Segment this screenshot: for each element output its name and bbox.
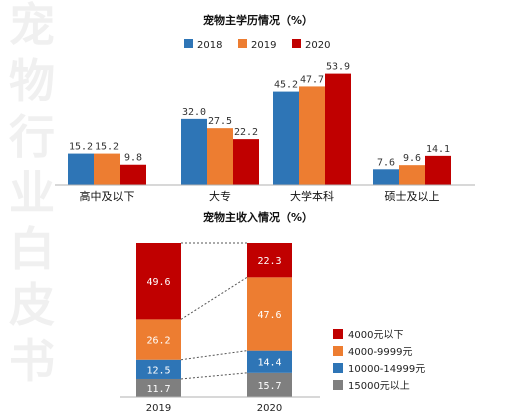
bar-value-label: 9.6 (403, 153, 421, 164)
income-categories: 2019 2020 (146, 403, 282, 414)
education-bars: 15.2 15.2 9.8 32.027.522.2 45.2 47.753.9 7.6 9.… (68, 62, 451, 185)
bar-2020-2 (325, 73, 351, 185)
legend-swatch-2018 (184, 39, 193, 48)
income-legend-swatch (333, 346, 343, 356)
bar-2020-1 (233, 139, 259, 185)
stack-value-label: 47.6 (257, 310, 281, 321)
category-label: 大专 (209, 189, 231, 203)
bar-value-label: 15.2 (69, 142, 93, 153)
income-category-label: 2019 (146, 403, 171, 414)
income-legend-label: 4000元以下 (348, 330, 403, 341)
income-legend: 4000元以下 4000-9999元 10000-14999元 15000元以上 (333, 329, 425, 392)
stack-seg-2019-3 (136, 243, 181, 320)
bar-value-label: 53.9 (326, 62, 350, 73)
income-legend-swatch (333, 329, 343, 339)
stack-seg-2020-1 (247, 350, 292, 373)
bar-2019-0 (94, 153, 120, 185)
bar-2019-3 (399, 165, 425, 185)
connector-line (180, 350, 248, 361)
bar-value-label: 27.5 (208, 116, 232, 127)
category-label: 高中及以下 (80, 189, 135, 203)
stack-value-label: 26.2 (146, 336, 170, 347)
legend-label-2019: 2019 (251, 40, 276, 51)
stack-seg-2019-1 (136, 359, 181, 379)
legend-label-2020: 2020 (305, 40, 330, 51)
legend-swatch-2020 (292, 39, 301, 48)
bar-value-label: 22.2 (234, 127, 258, 138)
stack-value-label: 12.5 (146, 365, 170, 376)
stack-value-label: 22.3 (257, 256, 281, 267)
stack-value-label: 49.6 (146, 277, 170, 288)
stack-seg-2020-2 (247, 277, 292, 351)
bar-2018-1 (181, 118, 207, 185)
connector-line (180, 372, 248, 380)
watermark-char: 书 (9, 334, 55, 388)
bar-value-label: 7.6 (377, 157, 395, 168)
bar-2020-3 (425, 155, 451, 185)
legend-label-2018: 2018 (197, 40, 222, 51)
income-legend-label: 4000-9999元 (348, 347, 413, 358)
income-legend-label: 15000元以上 (348, 380, 410, 392)
connector-line (180, 276, 248, 320)
income-legend-swatch (333, 380, 343, 390)
income-category-label: 2020 (257, 403, 282, 414)
bar-value-label: 15.2 (95, 142, 119, 153)
bar-value-label: 45.2 (274, 80, 298, 91)
bar-2020-0 (120, 164, 146, 185)
category-label: 大学本科 (290, 189, 334, 203)
education-legend: 2018 2019 2020 (184, 39, 330, 51)
bar-2019-1 (207, 128, 233, 185)
watermark-char: 物 (9, 54, 55, 108)
income-chart-title: 宠物主收入情况（%） (203, 210, 313, 224)
watermark-char: 白 (9, 222, 55, 276)
education-chart-title: 宠物主学历情况（%） (203, 13, 313, 27)
stack-value-label: 15.7 (257, 381, 281, 392)
bar-value-label: 47.7 (300, 74, 324, 85)
income-legend-label: 10000-14999元 (348, 364, 425, 375)
legend-swatch-2019 (238, 39, 247, 48)
watermark: 宠物行业白皮书 (4, 0, 60, 417)
category-label: 硕士及以上 (385, 190, 440, 203)
income-connectors (180, 242, 248, 398)
bar-value-label: 14.1 (426, 144, 450, 155)
education-chart: 宠物主学历情况（%） 2018 2019 2020 15.2 15.29.832.02… (55, 13, 475, 203)
watermark-char: 皮 (9, 278, 55, 332)
bar-2018-2 (273, 91, 299, 185)
bar-value-label: 9.8 (124, 153, 142, 164)
stack-seg-2020-3 (247, 243, 292, 278)
bar-2018-3 (373, 169, 399, 185)
stack-value-label: 11.7 (146, 384, 170, 395)
stack-seg-2019-0 (136, 378, 181, 397)
stack-value-label: 14.4 (257, 358, 281, 369)
income-chart: 宠物主收入情况（%） 11.7 12.5 26.2 49.6 15.7 14.4 47.6 2… (120, 210, 425, 414)
stack-seg-2019-2 (136, 319, 181, 360)
bar-value-label: 32.0 (182, 107, 206, 118)
income-legend-swatch (333, 363, 343, 373)
bar-2019-2 (299, 86, 325, 185)
income-bars: 11.7 12.5 26.2 49.6 15.7 14.4 47.6 22.3 (136, 243, 292, 397)
bar-2018-0 (68, 153, 94, 185)
watermark-char: 宠 (9, 0, 55, 52)
stack-seg-2020-0 (247, 372, 292, 397)
watermark-char: 行 (9, 110, 55, 164)
education-categories: 高中及以下 大专 大学本科 硕士及以上 (80, 189, 440, 203)
watermark-char: 业 (9, 166, 55, 220)
